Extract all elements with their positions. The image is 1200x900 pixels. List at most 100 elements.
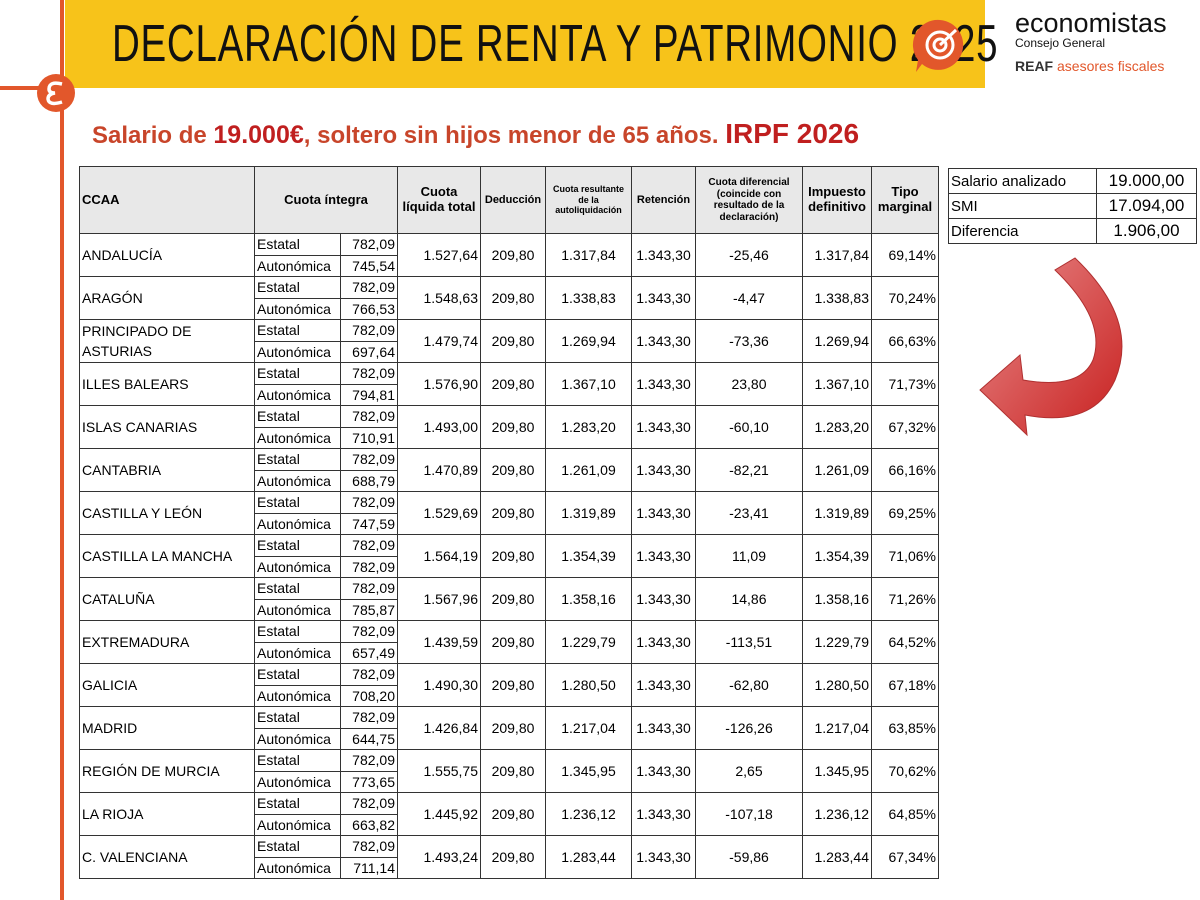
value-cell: 1.345,95 bbox=[545, 749, 632, 793]
ccaa-cell: CASTILLA LA MANCHA bbox=[79, 534, 255, 578]
ccaa-cell: CASTILLA Y LEÓN bbox=[79, 491, 255, 535]
table-row: ANDALUCÍA Estatal 782,09 1.527,64 209,80 1.31… bbox=[79, 233, 939, 277]
side-value: 1.906,00 bbox=[1096, 218, 1197, 244]
value-cell: 1.217,04 bbox=[802, 706, 872, 750]
value-cell: 63,85% bbox=[871, 706, 939, 750]
part-label: Autonómica bbox=[254, 598, 341, 621]
value-cell: 1.319,89 bbox=[545, 491, 632, 535]
column-header: CCAA bbox=[79, 166, 255, 234]
column-header: Cuota resultante de la autoliquidación bbox=[545, 166, 632, 234]
part-value: 782,09 bbox=[340, 792, 398, 815]
part-label: Autonómica bbox=[254, 684, 341, 707]
value-cell: 1.217,04 bbox=[545, 706, 632, 750]
subtitle-part: IRPF 2026 bbox=[725, 118, 860, 149]
part-label: Autonómica bbox=[254, 469, 341, 492]
value-cell: 1.269,94 bbox=[802, 319, 872, 363]
accent-line bbox=[60, 0, 64, 900]
column-header: Cuota íntegra bbox=[254, 166, 398, 234]
value-cell: 2,65 bbox=[695, 749, 803, 793]
column-header: Cuota diferencial (coincide con resultad… bbox=[695, 166, 803, 234]
value-cell: 67,32% bbox=[871, 405, 939, 449]
accent-line bbox=[0, 86, 65, 90]
value-cell: 1.317,84 bbox=[802, 233, 872, 277]
table-row: CASTILLA Y LEÓN Estatal 782,09 1.529,69 209,… bbox=[79, 491, 939, 535]
part-label: Autonómica bbox=[254, 297, 341, 320]
value-cell: 1.439,59 bbox=[397, 620, 481, 664]
value-cell: 1.354,39 bbox=[802, 534, 872, 578]
value-cell: 1.319,89 bbox=[802, 491, 872, 535]
part-value: 747,59 bbox=[340, 512, 398, 535]
value-cell: -25,46 bbox=[695, 233, 803, 277]
value-cell: 209,80 bbox=[480, 706, 546, 750]
ccaa-cell: CATALUÑA bbox=[79, 577, 255, 621]
table-row: REGIÓN DE MURCIA Estatal 782,09 1.555,75 209… bbox=[79, 749, 939, 793]
column-header: Impuesto definitivo bbox=[802, 166, 872, 234]
subtitle-part: Salario de bbox=[92, 122, 214, 149]
value-cell: 1.426,84 bbox=[397, 706, 481, 750]
side-label: Diferencia bbox=[948, 218, 1097, 244]
value-cell: 209,80 bbox=[480, 276, 546, 320]
column-header: Deducción bbox=[480, 166, 546, 234]
value-cell: 1.343,30 bbox=[631, 491, 696, 535]
part-label: Autonómica bbox=[254, 813, 341, 836]
value-cell: 1.367,10 bbox=[802, 362, 872, 406]
value-cell: 71,26% bbox=[871, 577, 939, 621]
part-value: 782,09 bbox=[340, 555, 398, 578]
brand: economistas Consejo General REAF asesore… bbox=[1015, 8, 1167, 74]
value-cell: 1.479,74 bbox=[397, 319, 481, 363]
value-cell: 209,80 bbox=[480, 491, 546, 535]
value-cell: 1.548,63 bbox=[397, 276, 481, 320]
value-cell: 1.343,30 bbox=[631, 276, 696, 320]
part-value: 785,87 bbox=[340, 598, 398, 621]
column-header: Cuota líquida total bbox=[397, 166, 481, 234]
part-value: 782,09 bbox=[340, 663, 398, 686]
title: DECLARACIÓN DE RENTA Y PATRIMONIO 2025 bbox=[112, 15, 999, 73]
part-label: Autonómica bbox=[254, 555, 341, 578]
value-cell: 1.343,30 bbox=[631, 749, 696, 793]
value-cell: 1.229,79 bbox=[545, 620, 632, 664]
part-label: Estatal bbox=[254, 577, 341, 600]
value-cell: 1.283,44 bbox=[545, 835, 632, 879]
value-cell: 67,34% bbox=[871, 835, 939, 879]
part-label: Estatal bbox=[254, 448, 341, 471]
value-cell: 64,85% bbox=[871, 792, 939, 836]
value-cell: -82,21 bbox=[695, 448, 803, 492]
value-cell: -23,41 bbox=[695, 491, 803, 535]
part-label: Estatal bbox=[254, 362, 341, 385]
table-row: ISLAS CANARIAS Estatal 782,09 1.493,00 209,8… bbox=[79, 405, 939, 449]
value-cell: 1.343,30 bbox=[631, 319, 696, 363]
subtitle: Salario de 19.000€, soltero sin hijos me… bbox=[92, 118, 859, 150]
value-cell: 209,80 bbox=[480, 749, 546, 793]
value-cell: 14,86 bbox=[695, 577, 803, 621]
table-row: MADRID Estatal 782,09 1.426,84 209,80 1.217,0… bbox=[79, 706, 939, 750]
table-row: Autonómica 688,79 bbox=[80, 469, 939, 492]
value-cell: 209,80 bbox=[480, 448, 546, 492]
ccaa-cell: LA RIOJA bbox=[79, 792, 255, 836]
column-header: Tipo marginal bbox=[871, 166, 939, 234]
table-row: Autonómica 663,82 bbox=[80, 813, 939, 836]
table-row: ARAGÓN Estatal 782,09 1.548,63 209,80 1.338,8… bbox=[79, 276, 939, 320]
value-cell: 1.269,94 bbox=[545, 319, 632, 363]
part-value: 782,09 bbox=[340, 749, 398, 772]
value-cell: 1.493,00 bbox=[397, 405, 481, 449]
target-icon bbox=[912, 19, 964, 72]
column-header: Retención bbox=[631, 166, 696, 234]
table-row: Autonómica 745,54 bbox=[80, 254, 939, 277]
value-cell: 1.358,16 bbox=[545, 577, 632, 621]
subtitle-part: 19.000€ bbox=[213, 121, 304, 149]
table-row: Autonómica 711,14 bbox=[80, 856, 939, 879]
value-cell: -59,86 bbox=[695, 835, 803, 879]
ccaa-cell: GALICIA bbox=[79, 663, 255, 707]
subtitle-part: , soltero sin hijos menor de 65 años. bbox=[303, 122, 726, 149]
part-value: 711,14 bbox=[340, 856, 398, 879]
part-label: Autonómica bbox=[254, 727, 341, 750]
part-label: Estatal bbox=[254, 233, 341, 256]
table-row: C. VALENCIANA Estatal 782,09 1.493,24 209,80… bbox=[79, 835, 939, 879]
table-row: Autonómica 766,53 bbox=[80, 297, 939, 320]
value-cell: 1.280,50 bbox=[545, 663, 632, 707]
brand-reaf: REAF asesores fiscales bbox=[1015, 58, 1167, 74]
side-row: Salario analizado 19.000,00 bbox=[948, 168, 1197, 194]
table-row: Autonómica 657,49 bbox=[80, 641, 939, 664]
value-cell: 1.261,09 bbox=[802, 448, 872, 492]
value-cell: 1.261,09 bbox=[545, 448, 632, 492]
